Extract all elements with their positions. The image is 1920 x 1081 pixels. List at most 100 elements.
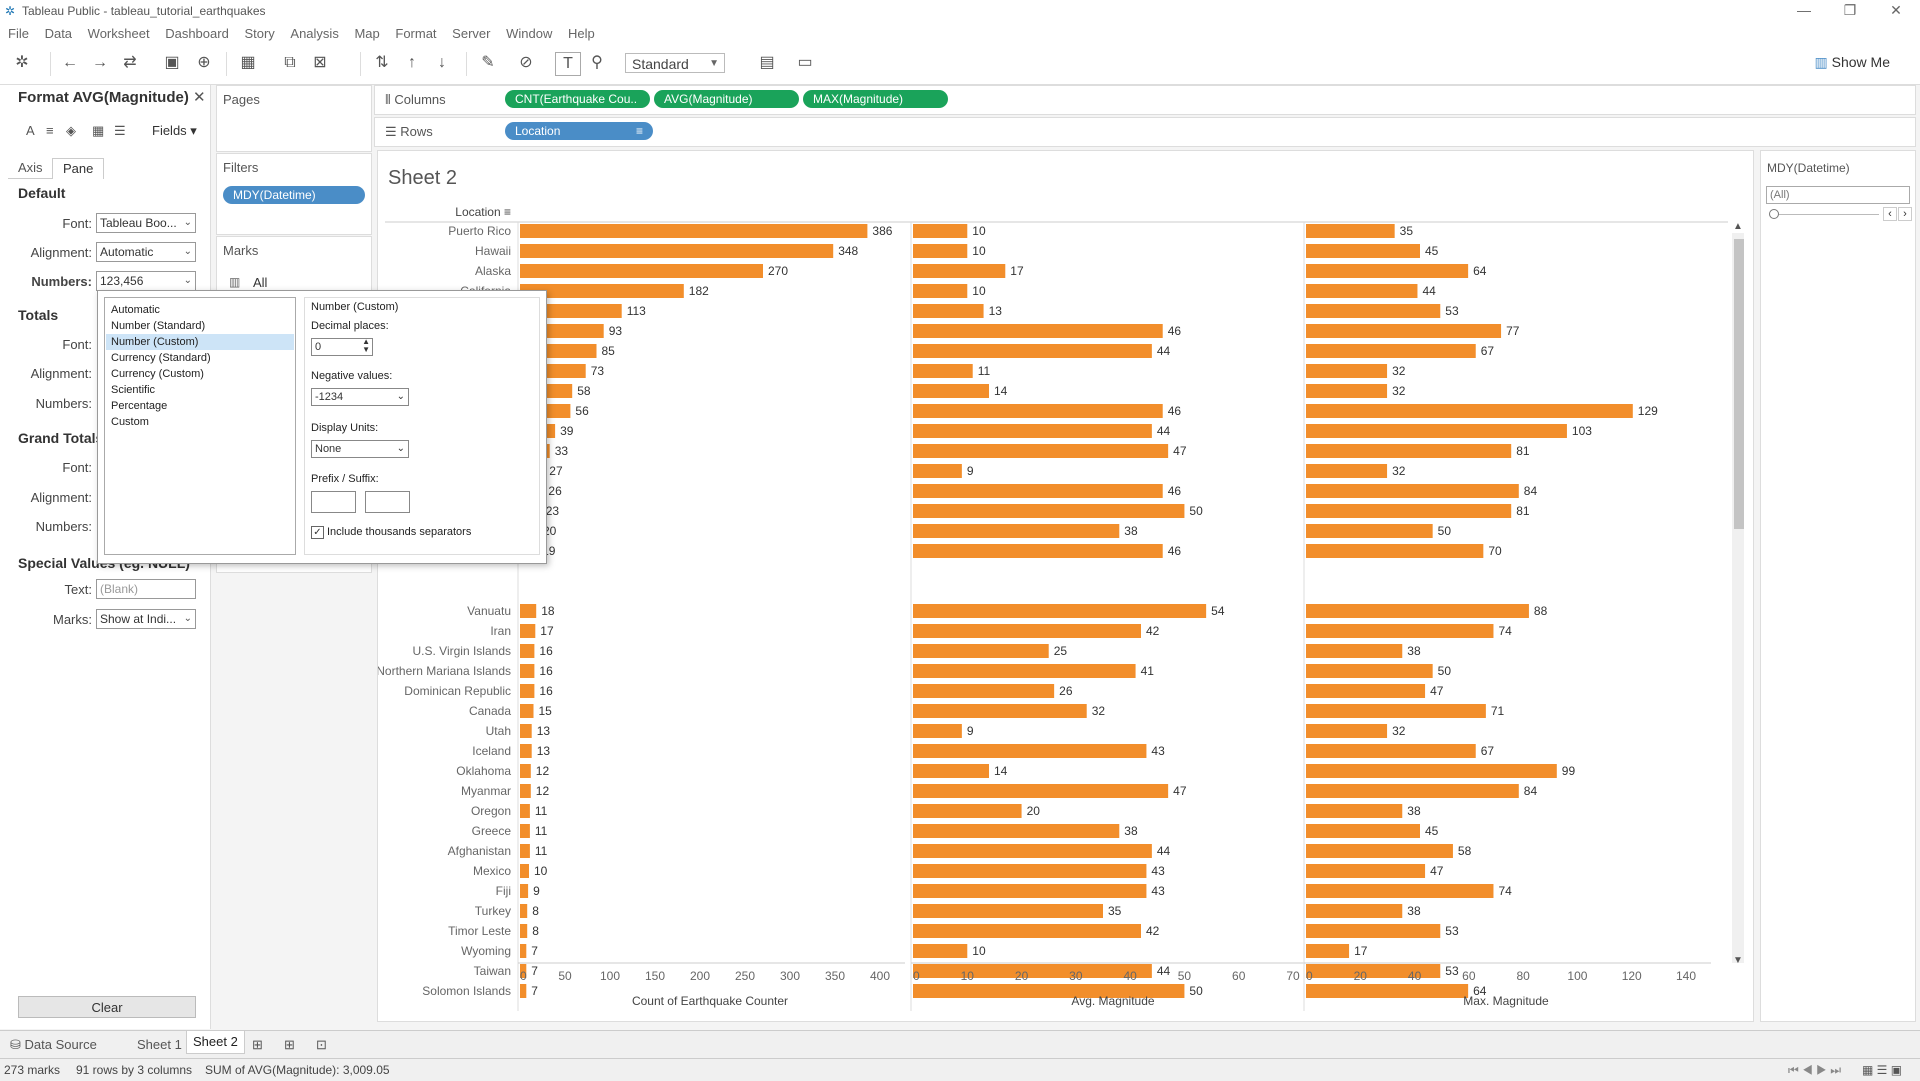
font-icon[interactable]: A bbox=[26, 123, 35, 138]
filter-card-select[interactable]: (All) bbox=[1766, 186, 1910, 204]
menu-help[interactable]: Help bbox=[567, 26, 595, 41]
currency-custom[interactable]: Currency (Custom) bbox=[111, 368, 204, 380]
new-story-tab-icon[interactable]: ⊡ bbox=[316, 1037, 327, 1052]
sort-descending-icon[interactable]: ↓ bbox=[438, 54, 446, 71]
tab-axis[interactable]: Axis bbox=[8, 158, 53, 179]
bar bbox=[520, 664, 535, 678]
sheet2-tab[interactable]: Sheet 2 bbox=[186, 1031, 245, 1054]
number-type-custom[interactable]: Number (Custom) bbox=[106, 334, 294, 350]
display-units-select[interactable]: None ⌄ bbox=[311, 440, 409, 458]
fit-dropdown[interactable]: Standard ▼ bbox=[625, 53, 725, 73]
negative-values-select[interactable]: -1234 ⌄ bbox=[311, 388, 409, 406]
column-pill-max-magnitude[interactable]: MAX(Magnitude) bbox=[803, 90, 948, 108]
swap-rows-columns-icon[interactable]: ⇅ bbox=[375, 54, 389, 71]
minimize-icon[interactable]: — bbox=[1797, 2, 1811, 18]
special-text-input[interactable]: (Blank) bbox=[96, 579, 196, 599]
new-dashboard-tab-icon[interactable]: ⊞ bbox=[284, 1037, 295, 1052]
thousands-checkbox[interactable]: ✓ bbox=[311, 526, 324, 539]
clear-sheet-icon[interactable]: ⊠ bbox=[313, 54, 327, 71]
filters-shelf[interactable]: Filters MDY(Datetime) bbox=[216, 153, 372, 235]
sheet-nav-icon[interactable]: ⏮ ◀ ▶ ⏭ bbox=[1788, 1063, 1842, 1077]
category-label: Afghanistan bbox=[448, 844, 511, 858]
duplicate-icon[interactable]: ⧉ bbox=[284, 54, 296, 71]
alignment-icon[interactable]: ≡ bbox=[46, 123, 54, 138]
menu-story[interactable]: Story bbox=[244, 26, 275, 41]
group-icon[interactable]: ⊘ bbox=[519, 54, 533, 71]
clear-button[interactable]: Clear bbox=[18, 996, 196, 1018]
menu-server[interactable]: Server bbox=[452, 26, 491, 41]
save-icon[interactable]: ▣ bbox=[164, 54, 180, 71]
close-icon[interactable]: ✕ bbox=[193, 89, 206, 106]
currency-standard[interactable]: Currency (Standard) bbox=[111, 352, 211, 364]
bar bbox=[520, 904, 528, 918]
bar bbox=[520, 604, 537, 618]
sheet-title: Sheet 2 bbox=[388, 167, 457, 189]
menu-map[interactable]: Map bbox=[354, 26, 380, 41]
sheet1-tab[interactable]: Sheet 1 bbox=[137, 1037, 182, 1052]
marks-all-label[interactable]: All bbox=[253, 275, 268, 290]
menu-data[interactable]: Data bbox=[44, 26, 73, 41]
menu-analysis[interactable]: Analysis bbox=[290, 26, 339, 41]
bar bbox=[913, 304, 984, 318]
close-window-icon[interactable]: ✕ bbox=[1890, 2, 1902, 18]
menu-dashboard[interactable]: Dashboard bbox=[165, 26, 229, 41]
fix-axes-icon[interactable]: ⚲ bbox=[591, 54, 603, 71]
special-marks-select[interactable]: Show at Indi... ⌄ bbox=[96, 609, 196, 629]
data-label: 81 bbox=[1516, 444, 1530, 458]
swap-icon[interactable]: ⇄ bbox=[123, 54, 137, 71]
undo-icon[interactable]: ← bbox=[62, 54, 78, 71]
new-worksheet-tab-icon[interactable]: ⊞ bbox=[252, 1037, 263, 1052]
percentage[interactable]: Percentage bbox=[111, 400, 168, 412]
slider-prev-icon[interactable]: ‹ bbox=[1883, 207, 1897, 221]
slider-next-icon[interactable]: › bbox=[1898, 207, 1912, 221]
filter-pill-mdy-datetime[interactable]: MDY(Datetime) bbox=[223, 186, 365, 204]
pages-shelf[interactable]: Pages bbox=[216, 85, 372, 152]
lines-icon[interactable]: ☰ bbox=[114, 123, 126, 138]
bar bbox=[1306, 744, 1476, 758]
decimal-places-input[interactable]: 0 ▲ ▼ bbox=[311, 338, 373, 356]
tick-label: 0 bbox=[1306, 969, 1313, 983]
suffix-input[interactable] bbox=[365, 491, 410, 513]
new-datasource-icon[interactable]: ⊕ bbox=[197, 54, 211, 71]
slider-handle[interactable] bbox=[1769, 209, 1779, 219]
slider-track[interactable] bbox=[1779, 214, 1879, 215]
restore-icon[interactable]: ❐ bbox=[1843, 2, 1857, 18]
menu-format[interactable]: Format bbox=[395, 26, 437, 41]
tableau-home-icon[interactable]: ✲ bbox=[15, 54, 29, 71]
column-pill-avg-magnitude[interactable]: AVG(Magnitude) bbox=[654, 90, 799, 108]
number-type-standard[interactable]: Number (Standard) bbox=[111, 320, 206, 332]
highlight-icon[interactable]: ✎ bbox=[481, 54, 495, 71]
data-label: 58 bbox=[1458, 844, 1472, 858]
column-pill-count[interactable]: CNT(Earthquake Cou.. bbox=[505, 90, 650, 108]
redo-icon[interactable]: → bbox=[92, 54, 108, 71]
fields-dropdown[interactable]: Fields ▾ bbox=[152, 123, 197, 138]
tab-pane[interactable]: Pane bbox=[52, 158, 105, 179]
status-sum: SUM of AVG(Magnitude): 3,009.05 bbox=[205, 1063, 390, 1077]
alignment-select[interactable]: Automatic ⌄ bbox=[96, 242, 196, 262]
view-grid-icon[interactable]: ▦ ☰ ▣ bbox=[1862, 1063, 1903, 1077]
borders-icon[interactable]: ▦ bbox=[92, 123, 105, 138]
show-mark-labels-icon[interactable]: T bbox=[555, 52, 581, 76]
menu-window[interactable]: Window bbox=[506, 26, 553, 41]
stepper-icon[interactable]: ▲ ▼ bbox=[362, 337, 370, 354]
menu-file[interactable]: File bbox=[8, 26, 29, 41]
new-worksheet-icon[interactable]: ▦ bbox=[240, 54, 256, 71]
tick-label: 100 bbox=[600, 969, 620, 983]
show-me-button[interactable]: ▥ Show Me bbox=[1815, 54, 1890, 71]
font-select[interactable]: Tableau Boo... ⌄ bbox=[96, 213, 196, 233]
prefix-input[interactable] bbox=[311, 491, 356, 513]
number-type-automatic[interactable]: Automatic bbox=[111, 304, 160, 316]
presentation-mode-icon[interactable]: ▭ bbox=[797, 54, 813, 71]
sort-ascending-icon[interactable]: ↑ bbox=[408, 54, 416, 71]
data-label: 32 bbox=[1092, 704, 1106, 718]
scientific[interactable]: Scientific bbox=[111, 384, 156, 396]
bar bbox=[913, 444, 1169, 458]
menu-worksheet[interactable]: Worksheet bbox=[87, 26, 150, 41]
data-source-tab[interactable]: ⛁ Data Source bbox=[10, 1037, 97, 1053]
shading-icon[interactable]: ◈ bbox=[66, 123, 76, 138]
numbers-select[interactable]: 123,456 ⌄ bbox=[96, 271, 196, 291]
category-label: Hawaii bbox=[475, 244, 511, 258]
show-cards-icon[interactable]: ▤ bbox=[759, 54, 775, 71]
row-pill-location[interactable]: Location ≡ bbox=[505, 122, 653, 140]
custom[interactable]: Custom bbox=[111, 416, 149, 428]
